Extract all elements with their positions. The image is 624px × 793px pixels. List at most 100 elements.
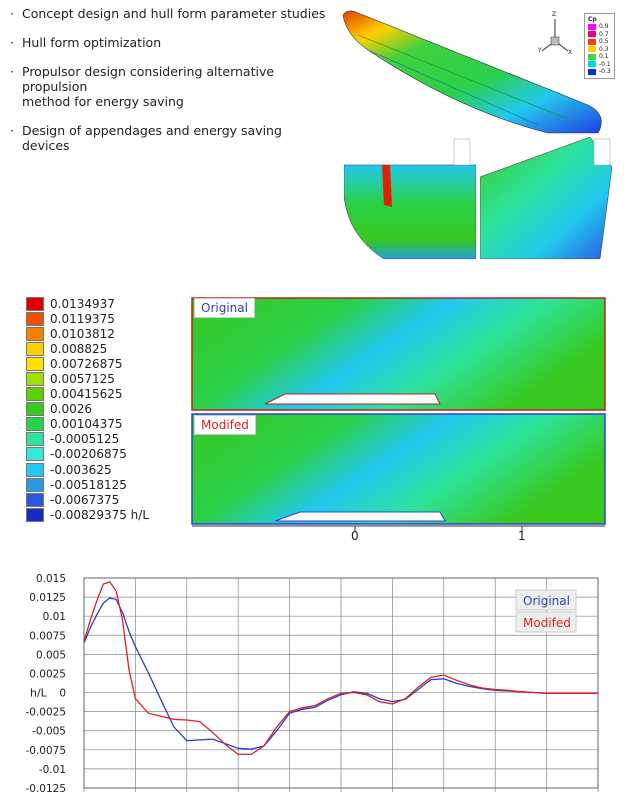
feature-item: · Concept design and hull form parameter … (10, 6, 330, 21)
feature-text: Hull form optimization (22, 35, 162, 50)
legend-swatch (26, 447, 44, 462)
wave-legend-row: 0.008825 (26, 341, 186, 356)
legend-swatch (26, 462, 44, 477)
cp-legend-row: 0.3 (588, 46, 611, 54)
original-panel-label: Original (194, 298, 255, 318)
wave-legend-row: -0.0005125 (26, 432, 186, 447)
feature-item: · Propulsor design considering alternativ… (10, 64, 330, 109)
y-tick-label: -0.01 (39, 764, 66, 776)
feature-list: · Concept design and hull form parameter … (10, 6, 330, 167)
legend-box (515, 611, 577, 633)
axis-triad: Z Y X (538, 11, 573, 57)
modified-panel-label: Modifed (194, 415, 256, 435)
axis-x-label: X (568, 49, 573, 56)
wave-legend-row: -0.0067375 (26, 492, 186, 507)
legend-value: 0.0026 (50, 402, 92, 417)
y-tick-label: -0.0075 (25, 745, 66, 757)
y-tick-label: -0.0025 (25, 707, 66, 719)
x-tick-1: 1 (518, 529, 526, 543)
y-tick-label: 0.0075 (29, 630, 66, 642)
wave-cut-line-chart: 0.015 0.0125 0.01 0.0075 0.005 0.0025 0 -0.0025… (25, 573, 599, 793)
bullet-mark: · (10, 123, 14, 138)
wave-legend-row: -0.00829375 h/L (26, 507, 186, 522)
wave-panel-original (191, 297, 606, 411)
legend-value: 0.00104375 (50, 417, 123, 432)
y-axis-label: h/L (30, 687, 48, 700)
y-tick-label: 0.0025 (29, 668, 66, 680)
wave-legend-row: 0.0103812 (26, 326, 186, 341)
wave-legend-row: 0.0057125 (26, 371, 186, 387)
legend-value: -0.0005125 (50, 432, 120, 447)
y-tick-label: 0.005 (36, 649, 66, 661)
legend-value: -0.00829375 h/L (50, 507, 150, 522)
cp-legend-row: 0.7 (588, 31, 611, 39)
wave-legend-row: 0.0134937 (26, 296, 186, 311)
legend-value: 0.0103812 (50, 326, 115, 341)
cp-legend-row: 0.5 (588, 38, 611, 46)
legend-value: 0.0057125 (50, 372, 115, 387)
series-line-original (83, 597, 598, 750)
cp-legend-row: -0.1 (588, 61, 611, 69)
feature-item: · Design of appendages and energy saving … (10, 123, 330, 153)
axis-z-label: Z (552, 11, 557, 18)
cp-legend-row: -0.3 (588, 68, 611, 76)
legend-swatch (26, 326, 44, 341)
legend-swatch (26, 507, 44, 522)
legend-swatch (26, 341, 44, 356)
wave-legend-row: 0.0026 (26, 402, 186, 417)
legend-value: -0.00206875 (50, 447, 127, 462)
wave-legend-row: -0.003625 (26, 462, 186, 477)
y-tick-label: -0.0125 (25, 783, 66, 793)
legend-swatch (26, 311, 44, 326)
legend-value: 0.0134937 (50, 296, 115, 311)
bullet-mark: · (10, 35, 14, 50)
legend-box (515, 589, 577, 611)
y-tick-label: 0.0125 (29, 592, 66, 604)
wave-legend-row: -0.00518125 (26, 477, 186, 492)
wave-legend-row: -0.00206875 (26, 447, 186, 462)
legend-value: 0.008825 (50, 341, 108, 356)
cp-legend-title: Cp (588, 16, 597, 23)
legend-swatch (26, 432, 44, 447)
hull-bow-image (480, 137, 612, 259)
bullet-mark: · (10, 64, 14, 79)
legend-swatch (26, 477, 44, 492)
hull-stern-image (344, 138, 476, 259)
wave-height-legend: 0.0134937 0.0119375 0.0103812 0.008825 0.007… (26, 296, 186, 522)
y-tick-label: 0.01 (43, 611, 66, 623)
feature-text: Concept design and hull form parameter s… (22, 6, 326, 21)
hull-main-image (342, 10, 602, 134)
legend-swatch (26, 402, 44, 417)
hull-render-main: Z Y X Cp 0.9 0.7 0.5 0.3 0.1 -0.1 -0.3 (338, 5, 620, 135)
wave-legend-row: 0.0119375 (26, 311, 186, 326)
wave-pattern-panels (191, 297, 606, 532)
feature-item: · Hull form optimization (10, 35, 330, 50)
legend-swatch (26, 296, 44, 311)
wave-legend-row: 0.00726875 (26, 356, 186, 371)
legend-swatch (26, 372, 44, 387)
cp-legend-row: 0.9 (588, 23, 611, 31)
legend-entry: Modifed (523, 616, 571, 630)
series-line-modified (83, 581, 598, 756)
legend-swatch (26, 387, 44, 402)
legend-value: -0.00518125 (50, 477, 127, 492)
axis-y-label: Y (538, 47, 542, 54)
y-tick-label: 0.015 (36, 573, 66, 585)
legend-swatch (26, 492, 44, 507)
wave-legend-row: 0.00415625 (26, 387, 186, 402)
x-tick-0: 0 (351, 529, 359, 543)
legend-entry: Original (523, 594, 570, 608)
legend-value: -0.003625 (50, 462, 112, 477)
hull-render-bow (480, 137, 612, 259)
cp-legend: Cp 0.9 0.7 0.5 0.3 0.1 -0.1 -0.3 (584, 13, 615, 79)
wave-panel-modified (191, 413, 606, 525)
legend-value: 0.0119375 (50, 311, 115, 326)
legend-value: 0.00415625 (50, 387, 123, 402)
feature-text: Propulsor design considering alternative… (22, 64, 275, 109)
feature-text: Design of appendages and energy saving d… (22, 123, 282, 153)
cp-legend-row: 0.1 (588, 53, 611, 61)
wave-legend-row: 0.00104375 (26, 417, 186, 432)
plot-frame (83, 577, 599, 789)
legend-swatch (26, 356, 44, 371)
y-tick-label: 0 (59, 688, 66, 700)
